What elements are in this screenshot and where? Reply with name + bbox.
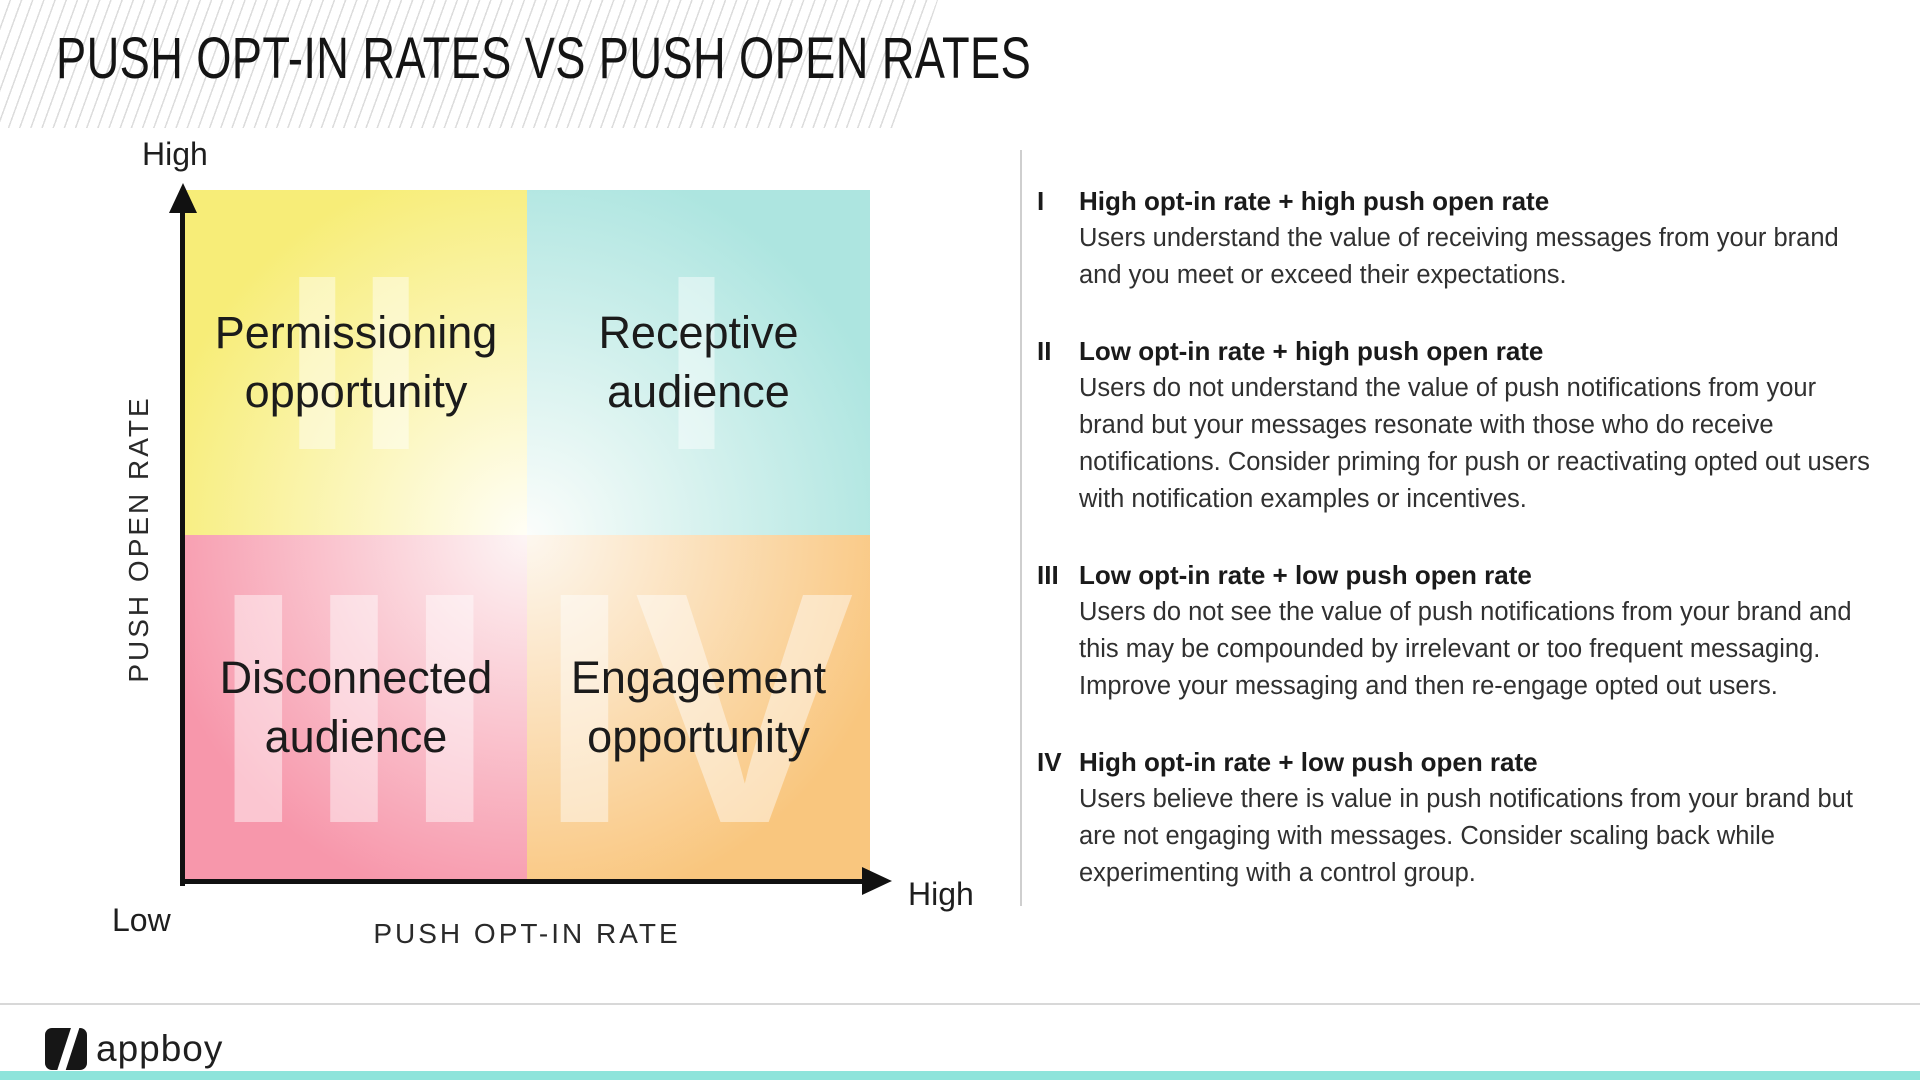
y-axis-arrow-icon [169, 183, 197, 213]
quadrant-watermark-numeral: I [661, 223, 736, 502]
legend-heading: Low opt-in rate + low push open rate [1079, 560, 1532, 590]
legend-content: High opt-in rate + low push open rate Us… [1079, 744, 1887, 892]
quadrant-label: Disconnected audience [185, 535, 527, 880]
legend-item-4: IV High opt-in rate + low push open rate… [1037, 744, 1887, 892]
legend-heading: High opt-in rate + low push open rate [1079, 747, 1538, 777]
legend-numeral: II [1037, 336, 1052, 366]
quadrant-engagement-opportunity: IV Engagement opportunity [527, 535, 870, 880]
bottom-accent-bar [0, 1071, 1920, 1080]
x-axis-high-label: High [908, 876, 974, 912]
appboy-logo: appboy [45, 1028, 223, 1070]
legend-content: High opt-in rate + high push open rate U… [1079, 183, 1887, 294]
quadrant-watermark-numeral: III [212, 535, 500, 880]
y-axis-title: PUSH OPEN RATE [123, 395, 154, 683]
y-axis-high-label: High [142, 136, 208, 172]
quadrant-label-line2: audience [264, 710, 448, 762]
quadrant-disconnected-audience: III Disconnected audience [185, 535, 527, 880]
quadrant-label-line2: opportunity [244, 365, 468, 417]
legend-list: I High opt-in rate + high push open rate… [1037, 183, 1887, 931]
legend-item-1: I High opt-in rate + high push open rate… [1037, 183, 1887, 294]
vertical-divider [1020, 150, 1022, 906]
legend-numeral: III [1037, 560, 1059, 590]
quadrant-label-line1: Engagement [570, 652, 827, 703]
title-hatch-pattern [0, 0, 938, 128]
quadrant-label-line2: opportunity [587, 710, 810, 762]
legend-numeral: I [1037, 186, 1045, 216]
logo-slash-icon [54, 1028, 82, 1070]
quadrant-label-line1: Disconnected [219, 652, 493, 703]
quadrant-label: Receptive audience [527, 190, 870, 535]
footer-divider-line [0, 1003, 1920, 1005]
x-axis-title: PUSH OPT-IN RATE [373, 918, 681, 949]
quadrant-label-line1: Receptive [598, 307, 799, 358]
legend-content: Low opt-in rate + high push open rate Us… [1079, 333, 1887, 518]
legend-numeral: IV [1037, 747, 1062, 777]
y-axis-line [180, 200, 185, 886]
legend-content: Low opt-in rate + low push open rate Use… [1079, 557, 1887, 705]
quadrant-permissioning-opportunity: II Permissioning opportunity [185, 190, 527, 535]
quadrant-label: Engagement opportunity [527, 535, 870, 880]
x-axis-arrow-icon [862, 867, 892, 895]
origin-low-label: Low [112, 902, 171, 938]
quadrant-chart: II Permissioning opportunity I Receptive… [185, 190, 870, 880]
quadrant-label-line1: Permissioning [214, 307, 498, 358]
quadrant-label: Permissioning opportunity [185, 190, 527, 535]
legend-item-2: II Low opt-in rate + high push open rate… [1037, 333, 1887, 518]
slide-title: PUSH OPT-IN RATES VS PUSH OPEN RATES [56, 26, 1032, 91]
quadrant-watermark-numeral: IV [538, 535, 859, 880]
x-axis-line [180, 879, 864, 884]
appboy-logo-icon [45, 1028, 87, 1070]
legend-heading: High opt-in rate + high push open rate [1079, 186, 1550, 216]
legend-body: Users do not see the value of push notif… [1079, 598, 1852, 700]
quadrant-watermark-numeral: II [282, 223, 430, 502]
appboy-wordmark: appboy [96, 1028, 224, 1069]
legend-body: Users do not understand the value of pus… [1079, 374, 1870, 513]
quadrant-receptive-audience: I Receptive audience [527, 190, 870, 535]
quadrant-label-line2: audience [607, 365, 790, 417]
legend-item-3: III Low opt-in rate + low push open rate… [1037, 557, 1887, 705]
legend-body: Users believe there is value in push not… [1079, 785, 1853, 887]
legend-heading: Low opt-in rate + high push open rate [1079, 336, 1544, 366]
legend-body: Users understand the value of receiving … [1079, 224, 1839, 289]
